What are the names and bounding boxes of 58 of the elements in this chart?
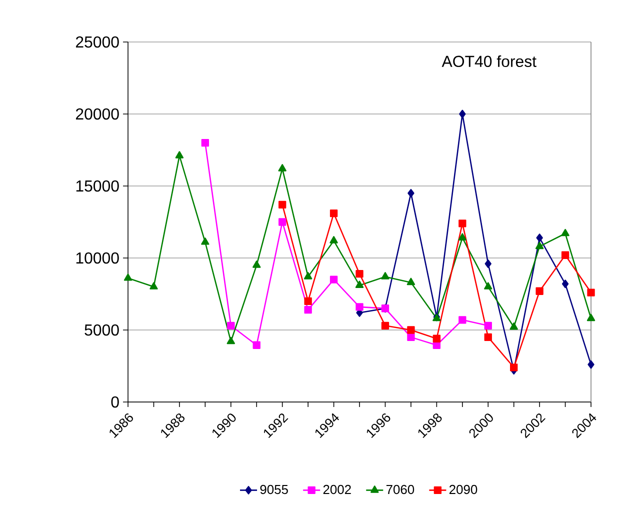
point [381, 322, 390, 330]
point [227, 322, 235, 330]
y-tick-label: 20000 [76, 108, 119, 120]
y-tick-label: 0 [111, 396, 119, 408]
point [381, 272, 390, 280]
point [124, 274, 132, 281]
point [586, 314, 596, 322]
point [304, 306, 312, 314]
point [458, 316, 466, 324]
point [252, 260, 261, 268]
legend-label: 9055 [260, 484, 288, 494]
point [252, 341, 260, 349]
point [484, 322, 492, 330]
point [278, 218, 286, 226]
point [201, 138, 210, 147]
point [510, 322, 518, 330]
point [175, 151, 184, 158]
point [407, 333, 415, 342]
point [330, 210, 338, 218]
point [304, 272, 312, 280]
y-tick-label: 15000 [76, 180, 119, 192]
point [432, 334, 441, 342]
point [458, 233, 466, 240]
y-tick-label: 25000 [76, 36, 119, 48]
point [458, 220, 466, 228]
point [561, 251, 570, 259]
point [510, 364, 518, 372]
y-tick-label: 10000 [76, 252, 119, 264]
text: AOT40 forest [442, 55, 536, 68]
point [484, 282, 492, 290]
point [226, 336, 235, 344]
legend-label: 2002 [323, 484, 351, 494]
point [484, 260, 492, 268]
point [330, 236, 338, 244]
point [535, 242, 544, 250]
point [561, 228, 570, 236]
point [562, 280, 569, 288]
y-tick-label: 5000 [84, 324, 119, 336]
point [278, 200, 286, 209]
point [201, 238, 210, 245]
point [304, 297, 312, 306]
point [484, 333, 492, 342]
point [536, 234, 543, 242]
point [459, 110, 466, 118]
point [150, 282, 158, 290]
point [536, 287, 544, 295]
point [278, 164, 286, 172]
point [356, 303, 364, 311]
point [587, 288, 595, 296]
point [588, 360, 594, 369]
legend-label: 7060 [386, 484, 414, 494]
point [407, 326, 415, 334]
point [355, 280, 364, 288]
legend-label: 2090 [449, 484, 478, 494]
point [406, 278, 416, 286]
point [330, 276, 338, 284]
point [356, 270, 364, 278]
point [408, 188, 414, 198]
